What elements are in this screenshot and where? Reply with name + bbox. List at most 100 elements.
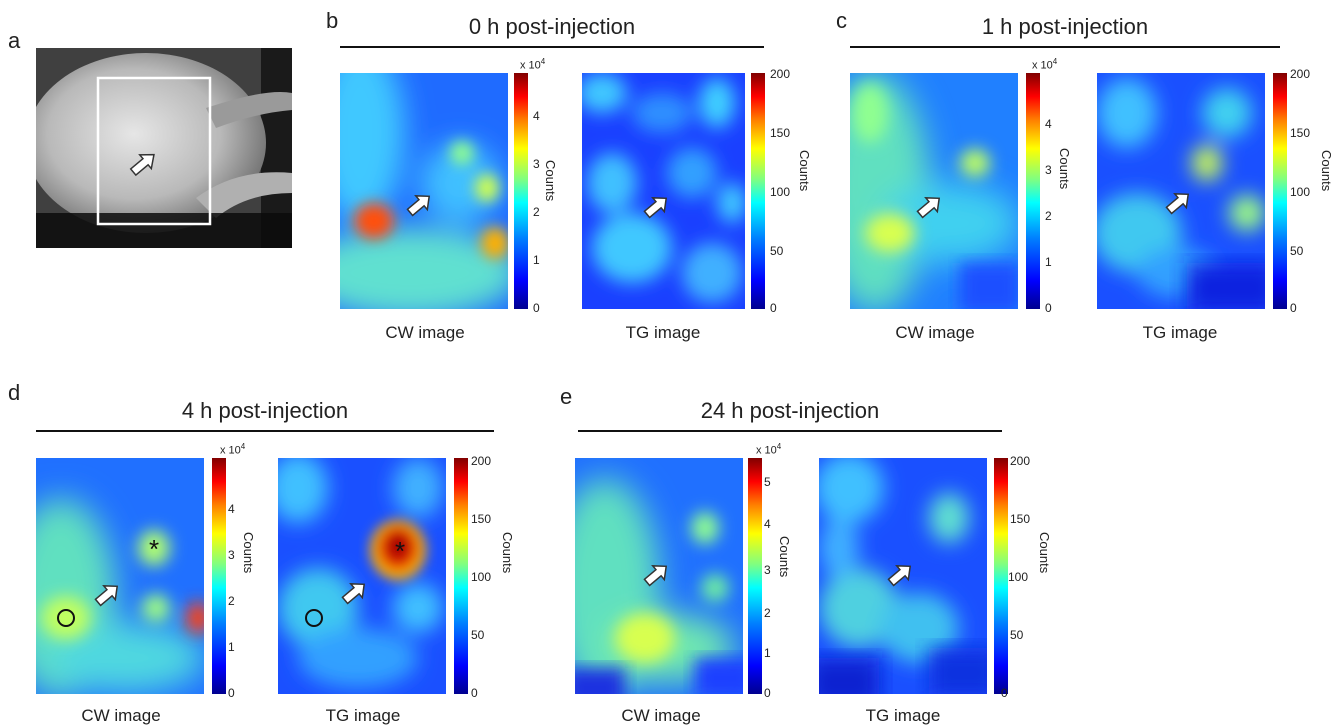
colorbar-c-cw xyxy=(1026,73,1040,309)
heatmap-e-tg xyxy=(819,458,987,694)
caption-cw: CW image xyxy=(621,706,701,725)
colorbar-b-cw xyxy=(514,73,528,309)
arrow-icon xyxy=(916,197,941,219)
tick-label: 50 xyxy=(471,628,485,642)
panel-c-rule xyxy=(850,46,1280,48)
panel-c-title: 1 h post-injection xyxy=(981,14,1149,39)
heatmap-b-cw xyxy=(340,73,508,309)
caption-cw: CW image xyxy=(895,323,975,342)
tick-label: 1 xyxy=(533,253,540,267)
panel-b-title: 0 h post-injection xyxy=(468,14,636,39)
heatmap-d-cw: * xyxy=(36,458,204,694)
tick-label: 0 xyxy=(228,686,235,700)
tick-label: 150 xyxy=(1290,126,1311,140)
tick-label: 100 xyxy=(471,570,492,584)
colorbar-label: Counts xyxy=(797,150,812,192)
colorbar-label: Counts xyxy=(777,536,792,578)
tick-label: 50 xyxy=(1290,244,1304,258)
roi-box xyxy=(96,76,212,226)
tick-label: 100 xyxy=(1290,185,1311,199)
mouse-photo xyxy=(36,48,292,248)
tick-label: 0 xyxy=(533,301,540,315)
caption-cw: CW image xyxy=(385,323,465,342)
colorbar-b-tg xyxy=(751,73,765,309)
tick-label: 3 xyxy=(533,157,540,171)
arrow-icon xyxy=(406,195,431,217)
tick-label: 200 xyxy=(471,454,492,468)
caption-cw: CW image xyxy=(81,706,161,725)
heatmap-b-tg xyxy=(582,73,745,309)
colorbar-scale-e: x 104 xyxy=(756,442,782,457)
panel-e-rule xyxy=(578,430,1002,432)
tick-label: 50 xyxy=(770,244,784,258)
circle-marker xyxy=(57,609,75,627)
panel-e-title: 24 h post-injection xyxy=(700,398,880,423)
tick-label: 2 xyxy=(1045,209,1052,223)
tick-label: 0 xyxy=(1045,301,1052,315)
tick-label: 3 xyxy=(764,563,771,577)
tick-label: 2 xyxy=(228,594,235,608)
tick-label: 100 xyxy=(1008,570,1029,584)
tick-label: 4 xyxy=(764,517,771,531)
colorbar-label: Counts xyxy=(241,532,256,574)
tick-label: 200 xyxy=(1290,67,1311,81)
colorbar-e-tg xyxy=(994,458,1008,694)
tick-label: 2 xyxy=(533,205,540,219)
star-marker: * xyxy=(395,536,405,566)
panel-b-rule xyxy=(340,46,764,48)
tick-label: 50 xyxy=(1010,628,1024,642)
caption-tg: TG image xyxy=(625,323,701,342)
tick-label: 3 xyxy=(1045,163,1052,177)
colorbar-scale-c: x 104 xyxy=(1032,57,1058,72)
tick-label: 150 xyxy=(471,512,492,526)
tick-label: 0 xyxy=(1290,301,1297,315)
caption-tg: TG image xyxy=(325,706,401,725)
panel-d-rule xyxy=(36,430,494,432)
panel-letter-e: e xyxy=(560,384,573,409)
tick-label: 4 xyxy=(228,502,235,516)
tick-label: 150 xyxy=(1010,512,1031,526)
tick-label: 4 xyxy=(1045,117,1052,131)
panel-letter-d: d xyxy=(8,380,21,405)
arrow-icon xyxy=(341,583,366,605)
tick-label: 150 xyxy=(770,126,791,140)
panel-letter-b: b xyxy=(326,8,339,33)
tick-label: 0 xyxy=(770,301,777,315)
colorbar-c-tg xyxy=(1273,73,1287,309)
heatmap-c-cw xyxy=(850,73,1018,309)
arrow-icon xyxy=(643,197,668,219)
caption-tg: TG image xyxy=(1142,323,1218,342)
colorbar-d-cw xyxy=(212,458,226,694)
arrow-icon xyxy=(94,585,119,607)
arrow-icon xyxy=(1165,193,1190,215)
heatmap-d-tg: * xyxy=(278,458,446,694)
tick-label: 200 xyxy=(770,67,791,81)
arrow-icon xyxy=(887,565,912,587)
colorbar-label: Counts xyxy=(1037,532,1052,574)
circle-marker xyxy=(305,609,323,627)
colorbar-label: Counts xyxy=(1319,150,1334,192)
colorbar-label: Counts xyxy=(543,160,558,202)
tick-label: 0 xyxy=(764,686,771,700)
tick-label: 3 xyxy=(228,548,235,562)
panel-d-title: 4 h post-injection xyxy=(181,398,349,423)
tick-label: 0 xyxy=(1001,686,1008,700)
colorbar-e-cw xyxy=(748,458,762,694)
panel-letter-a: a xyxy=(8,28,21,53)
caption-tg: TG image xyxy=(865,706,941,725)
heatmap-c-tg xyxy=(1097,73,1265,309)
colorbar-scale-d: x 104 xyxy=(220,442,246,457)
star-marker: * xyxy=(149,534,159,564)
tick-label: 1 xyxy=(764,646,771,660)
tick-label: 0 xyxy=(471,686,478,700)
panel-letter-c: c xyxy=(836,8,847,33)
tick-label: 100 xyxy=(770,185,791,199)
tick-label: 200 xyxy=(1010,454,1031,468)
tick-label: 1 xyxy=(1045,255,1052,269)
heatmap-e-cw xyxy=(575,458,743,694)
tick-label: 5 xyxy=(764,475,771,489)
tick-label: 1 xyxy=(228,640,235,654)
arrow-icon xyxy=(129,153,155,177)
tick-label: 2 xyxy=(764,606,771,620)
tick-label: 4 xyxy=(533,109,540,123)
